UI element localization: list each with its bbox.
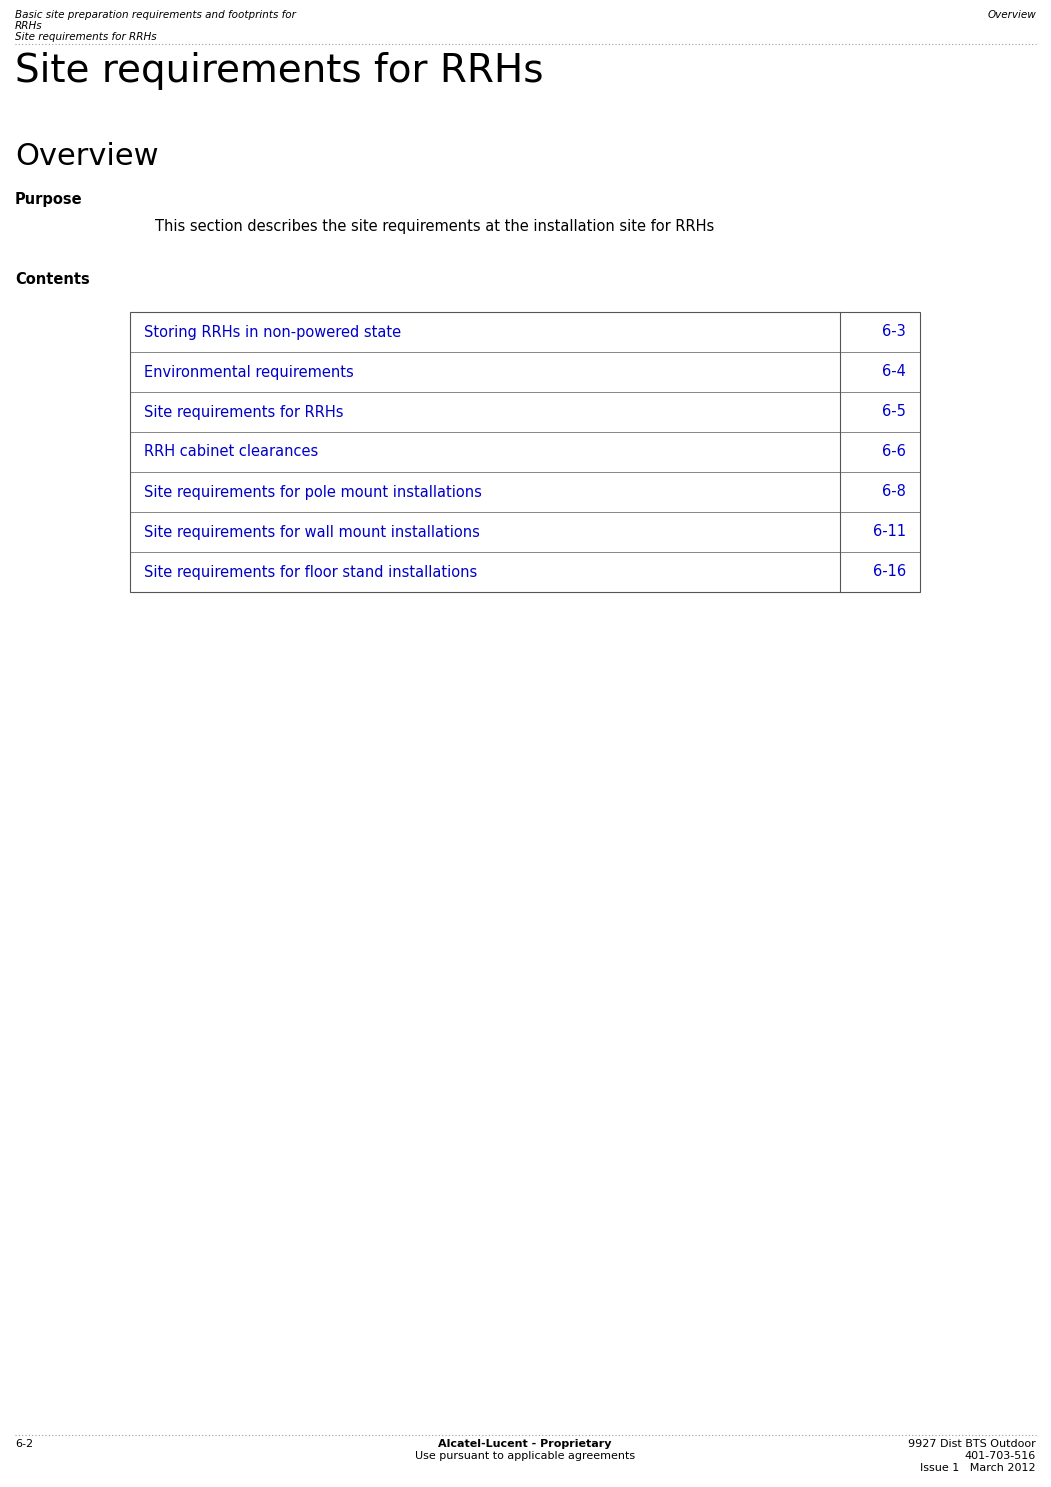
Text: Overview: Overview [987,10,1036,19]
Text: Use pursuant to applicable agreements: Use pursuant to applicable agreements [415,1451,635,1462]
Text: Alcatel-Lucent - Proprietary: Alcatel-Lucent - Proprietary [438,1439,612,1448]
Text: Site requirements for floor stand installations: Site requirements for floor stand instal… [144,565,477,580]
Text: Site requirements for RRHs: Site requirements for RRHs [144,404,344,419]
Bar [130,312,920,592]
Text: 6-6: 6-6 [882,445,906,459]
Text: Site requirements for RRHs: Site requirements for RRHs [15,33,157,42]
Text: 6-3: 6-3 [882,324,906,339]
Text: 6-2: 6-2 [15,1439,34,1448]
Text: This section describes the site requirements at the installation site for RRHs: This section describes the site requirem… [154,219,715,233]
Text: Contents: Contents [15,272,89,287]
Text: Site requirements for wall mount installations: Site requirements for wall mount install… [144,525,480,540]
Text: 6-8: 6-8 [882,485,906,500]
Text: 9927 Dist BTS Outdoor: 9927 Dist BTS Outdoor [908,1439,1036,1448]
Text: 6-4: 6-4 [882,364,906,379]
Text: Storing RRHs in non-powered state: Storing RRHs in non-powered state [144,324,401,339]
Text: 6-11: 6-11 [873,525,906,540]
Text: Purpose: Purpose [15,192,83,207]
Text: 6-5: 6-5 [882,404,906,419]
Text: Issue 1   March 2012: Issue 1 March 2012 [921,1463,1036,1474]
Text: Basic site preparation requirements and footprints for: Basic site preparation requirements and … [15,10,296,19]
Text: Site requirements for pole mount installations: Site requirements for pole mount install… [144,485,481,500]
Text: RRH cabinet clearances: RRH cabinet clearances [144,445,318,459]
Text: Site requirements for RRHs: Site requirements for RRHs [15,52,543,91]
Text: Environmental requirements: Environmental requirements [144,364,354,379]
Text: Overview: Overview [15,141,159,171]
Text: 6-16: 6-16 [873,565,906,580]
Text: RRHs: RRHs [15,21,43,31]
Text: 401-703-516: 401-703-516 [965,1451,1036,1462]
